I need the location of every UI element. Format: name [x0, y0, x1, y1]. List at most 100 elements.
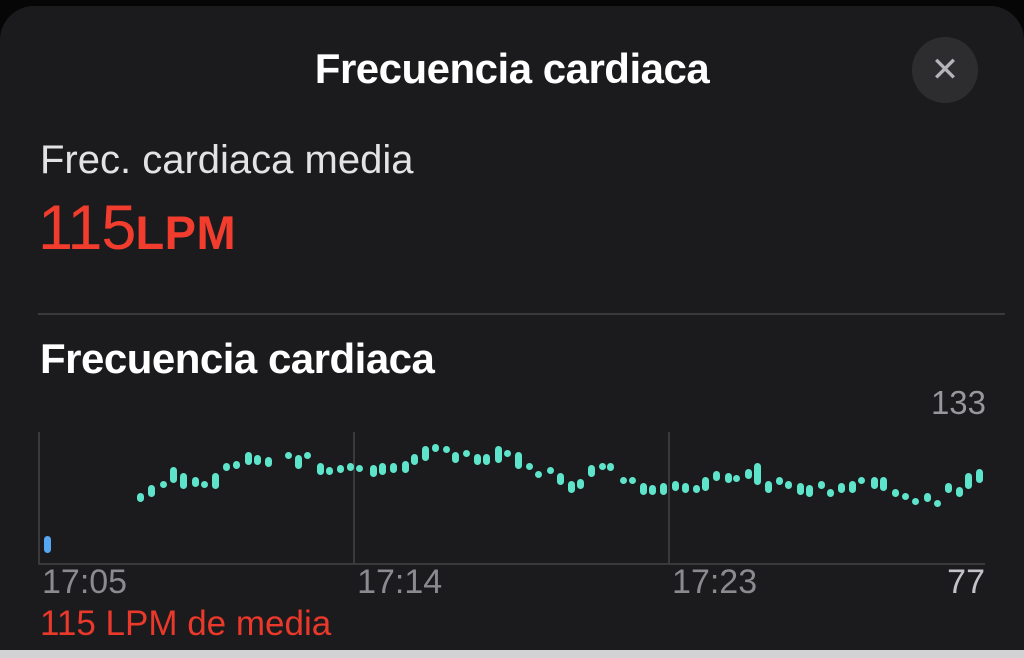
- hr-capsule: [912, 498, 920, 506]
- hr-capsule: [244, 451, 252, 466]
- x-axis-labels: 77 17:05 17:14 17:23: [38, 562, 985, 602]
- hr-capsule: [191, 476, 199, 487]
- hr-capsule: [483, 453, 491, 466]
- gridline: [353, 432, 356, 563]
- hr-capsule: [567, 480, 575, 493]
- chart-section-title: Frecuencia cardiaca: [40, 335, 435, 382]
- hr-capsule: [535, 471, 543, 479]
- hr-capsule: [702, 476, 710, 491]
- hr-capsule: [598, 463, 606, 471]
- heart-rate-modal: Frecuencia cardiaca ✕ Frec. cardiaca med…: [0, 6, 1024, 650]
- hr-capsule: [923, 492, 931, 503]
- hr-capsule: [724, 473, 732, 483]
- hr-capsule: [744, 469, 752, 479]
- hr-capsule: [671, 480, 679, 491]
- hr-capsule: [660, 482, 668, 495]
- hr-capsule: [294, 455, 302, 470]
- hr-capsule: [692, 484, 700, 493]
- hr-capsule: [43, 535, 51, 554]
- hr-capsule: [546, 467, 554, 475]
- average-hr-unit: LPM: [135, 206, 237, 259]
- hr-capsule: [494, 445, 502, 464]
- hr-capsule: [379, 463, 387, 475]
- hr-capsule: [369, 465, 377, 477]
- hr-capsule: [356, 465, 364, 473]
- close-icon: ✕: [930, 51, 960, 89]
- hr-capsule: [169, 467, 177, 483]
- hr-capsule: [682, 482, 690, 493]
- hr-capsule: [233, 461, 241, 470]
- x-axis-label: 17:05: [42, 563, 128, 601]
- hr-capsule: [619, 476, 627, 484]
- hr-capsule: [754, 463, 762, 485]
- hr-capsule: [607, 463, 615, 472]
- hr-capsule: [347, 463, 354, 472]
- hr-capsule: [806, 484, 814, 497]
- hr-capsule: [264, 457, 272, 468]
- hr-capsule: [837, 482, 845, 493]
- hr-capsule: [785, 480, 793, 489]
- y-max-label: 133: [930, 384, 986, 421]
- hr-capsule: [316, 463, 324, 475]
- hr-capsule: [733, 475, 741, 482]
- hr-capsule: [975, 469, 983, 483]
- hr-capsule: [848, 480, 856, 493]
- hr-capsule: [557, 473, 565, 485]
- hr-capsule: [452, 451, 460, 464]
- average-hr-value: 115: [38, 193, 136, 263]
- hr-capsule: [639, 482, 647, 495]
- hr-capsule: [504, 449, 512, 458]
- hr-capsule: [577, 478, 585, 489]
- hr-capsule: [817, 480, 825, 489]
- gridline: [668, 432, 671, 563]
- hr-capsule: [201, 480, 209, 488]
- gridline: [38, 432, 40, 563]
- hr-capsule: [222, 463, 230, 472]
- hr-capsule: [588, 465, 596, 477]
- hr-capsule: [891, 488, 899, 497]
- hr-capsule: [649, 484, 657, 495]
- hr-capsule: [389, 463, 397, 474]
- hr-capsule: [326, 467, 334, 475]
- hr-capsule: [463, 449, 471, 458]
- x-axis-line: [38, 563, 985, 565]
- average-note: 115 LPM de media: [40, 604, 332, 643]
- modal-title: Frecuencia cardiaca: [314, 45, 710, 92]
- hr-capsule: [411, 453, 419, 466]
- hr-capsule: [796, 482, 804, 495]
- y-min-label: 77: [947, 563, 985, 601]
- hr-capsule: [148, 484, 156, 497]
- hr-capsule: [136, 492, 144, 503]
- hr-capsule: [858, 476, 866, 484]
- hr-capsule: [827, 488, 835, 497]
- average-hr-value-row: 115 LPM: [38, 196, 236, 260]
- x-axis-label: 17:23: [672, 563, 758, 601]
- x-axis-label: 17:14: [357, 563, 443, 601]
- hr-capsule: [304, 451, 312, 459]
- hr-capsule: [944, 482, 952, 493]
- hr-capsule: [629, 476, 637, 484]
- hr-capsule: [965, 473, 973, 489]
- average-hr-label: Frec. cardiaca media: [40, 138, 414, 182]
- hr-capsule: [880, 476, 888, 491]
- hr-capsule: [870, 476, 878, 489]
- hr-capsule: [211, 473, 219, 489]
- hr-chart-plot: [38, 432, 985, 565]
- hr-capsule: [776, 476, 783, 485]
- close-button[interactable]: ✕: [912, 37, 978, 103]
- hr-capsule: [934, 500, 942, 508]
- hr-capsule: [421, 445, 429, 462]
- hr-capsule: [432, 443, 440, 452]
- hr-capsule: [525, 463, 533, 471]
- section-divider: [38, 313, 1005, 315]
- hr-capsule: [514, 451, 522, 470]
- hr-capsule: [764, 480, 772, 493]
- hr-capsule: [473, 453, 481, 466]
- hr-capsule: [159, 480, 167, 488]
- hr-capsule: [336, 465, 344, 474]
- hr-capsule: [442, 445, 450, 454]
- sheet-bottom-edge: [0, 650, 1024, 658]
- hr-capsule: [713, 471, 721, 481]
- hr-capsule: [180, 473, 188, 489]
